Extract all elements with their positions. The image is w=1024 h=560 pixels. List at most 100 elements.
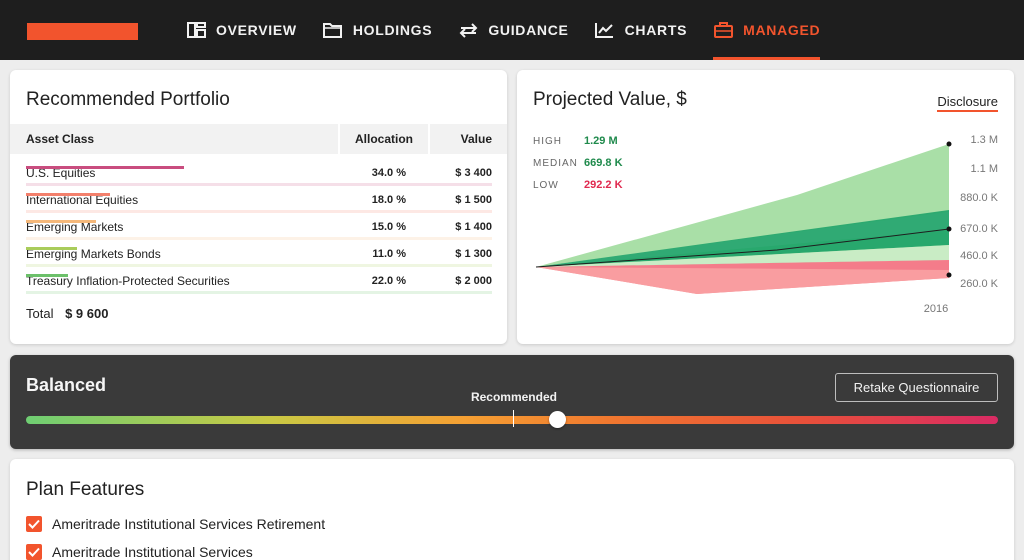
- projection-band-median: [536, 210, 949, 267]
- table-row: Treasury Inflation-Protected Securities 2…: [26, 274, 492, 301]
- low-end-point: [946, 272, 952, 278]
- legend-entry: MEDIAN 669.8 K: [533, 152, 623, 174]
- allocation-value: 18.0 %: [371, 194, 406, 206]
- y-axis-ticks: 1.3 M 1.1 M 880.0 K 670.0 K 460.0 K 260.0 K: [960, 134, 999, 290]
- arrows-icon: [458, 20, 478, 40]
- recommended-marker: [512, 410, 514, 427]
- legend-value: 669.8 K: [584, 157, 623, 169]
- nav-label: CHARTS: [624, 22, 688, 38]
- allocation-track: [26, 291, 492, 294]
- median-end-point: [946, 226, 952, 232]
- projection-band-lower: [536, 245, 949, 267]
- allocation-bar: [26, 274, 68, 277]
- brand-logo[interactable]: [27, 23, 138, 40]
- feature-label: Ameritrade Institutional Services: [52, 544, 253, 560]
- nav-label: HOLDINGS: [352, 22, 433, 38]
- dollar-value: $ 1 300: [455, 248, 492, 260]
- projection-band-lowest: [536, 267, 949, 294]
- portfolio-total: Total $ 9 600: [26, 306, 108, 321]
- dollar-value: $ 3 400: [455, 167, 492, 179]
- median-line: [535, 228, 950, 268]
- risk-slider-track[interactable]: [26, 416, 998, 424]
- line-chart-icon: [595, 20, 615, 40]
- nav-tab-charts[interactable]: CHARTS: [595, 0, 688, 60]
- main-nav: OVERVIEW HOLDINGS GUIDANCE CHARTS MANAGE…: [186, 0, 846, 60]
- column-header-value: Value: [430, 124, 507, 154]
- y-tick-label: 260.0 K: [960, 278, 999, 290]
- allocation-value: 11.0 %: [372, 248, 406, 260]
- projection-chart: 1.3 M 1.1 M 880.0 K 670.0 K 460.0 K 260.0 K 2…: [535, 134, 999, 315]
- nav-tab-holdings[interactable]: HOLDINGS: [323, 0, 433, 60]
- allocation-value: 22.0 %: [371, 275, 406, 287]
- legend-label: LOW: [533, 179, 559, 191]
- risk-profile-title: Balanced: [26, 375, 107, 395]
- feature-checkbox[interactable]: [26, 516, 42, 532]
- projection-legend: HIGH 1.29 M MEDIAN 669.8 K LOW 292.2 K: [533, 130, 623, 196]
- briefcase-icon: [713, 20, 733, 40]
- legend-entry: HIGH 1.29 M: [533, 130, 623, 152]
- portfolio-rows: U.S. Equities 34.0 % $ 3 400 International …: [26, 166, 492, 301]
- portfolio-table-header: Asset Class Allocation Value: [10, 124, 507, 154]
- y-tick-label: 1.3 M: [970, 134, 998, 146]
- recommended-label: Recommended: [470, 390, 557, 404]
- top-navigation-bar: OVERVIEW HOLDINGS GUIDANCE CHARTS MANAGE…: [0, 0, 1024, 60]
- feature-item[interactable]: Ameritrade Institutional Services: [26, 544, 253, 560]
- nav-label: GUIDANCE: [488, 22, 569, 38]
- allocation-track: [26, 237, 492, 240]
- table-row: International Equities 18.0 % $ 1 500: [26, 193, 492, 220]
- x-tick-label: 2016: [924, 303, 948, 315]
- allocation-bar: [26, 220, 96, 223]
- legend-entry: LOW 292.2 K: [533, 174, 623, 196]
- checkmark-icon: [28, 519, 40, 529]
- feature-label: Ameritrade Institutional Services Retire…: [52, 516, 326, 532]
- table-row: U.S. Equities 34.0 % $ 3 400: [26, 166, 492, 193]
- nav-tab-guidance[interactable]: GUIDANCE: [458, 0, 568, 60]
- nav-label: MANAGED: [743, 22, 821, 38]
- allocation-value: 34.0 %: [371, 167, 406, 179]
- risk-slider-thumb[interactable]: [548, 411, 566, 428]
- legend-value: 292.2 K: [584, 179, 623, 191]
- legend-label: MEDIAN: [533, 157, 578, 169]
- y-tick-label: 880.0 K: [960, 192, 999, 204]
- checkmark-icon: [28, 547, 40, 557]
- allocation-value: 15.0 %: [371, 221, 406, 233]
- plan-features-card: Plan Features Ameritrade Institutional S…: [10, 459, 1014, 560]
- feature-checkbox[interactable]: [26, 544, 42, 560]
- nav-label: OVERVIEW: [216, 22, 297, 38]
- nav-tab-overview[interactable]: OVERVIEW: [186, 0, 297, 60]
- portfolio-title: Recommended Portfolio: [26, 89, 230, 110]
- overview-icon: [186, 20, 206, 40]
- allocation-track: [26, 183, 492, 186]
- retake-questionnaire-button[interactable]: Retake Questionnaire: [835, 373, 998, 402]
- allocation-track: [26, 264, 492, 267]
- y-tick-label: 1.1 M: [970, 163, 998, 175]
- disclosure-link[interactable]: Disclosure: [937, 94, 998, 112]
- asset-class-name: Treasury Inflation-Protected Securities: [26, 274, 230, 288]
- total-label: Total: [26, 306, 54, 321]
- high-end-point: [946, 141, 952, 147]
- projected-value-card: Projected Value, $ Disclosure 1.3 M 1.1 M…: [517, 70, 1014, 344]
- allocation-bar: [26, 247, 77, 250]
- asset-class-name: Emerging Markets: [26, 220, 124, 234]
- allocation-bar: [26, 193, 110, 196]
- y-tick-label: 460.0 K: [960, 250, 999, 262]
- asset-class-name: International Equities: [26, 193, 139, 207]
- y-tick-label: 670.0 K: [960, 223, 999, 235]
- feature-item[interactable]: Ameritrade Institutional Services Retire…: [26, 516, 325, 532]
- dollar-value: $ 1 500: [455, 194, 492, 206]
- folder-icon: [323, 20, 343, 40]
- plan-features-title: Plan Features: [26, 479, 145, 500]
- table-row: Emerging Markets Bonds 11.0 % $ 1 300: [26, 247, 492, 274]
- table-row: Emerging Markets 15.0 % $ 1 400: [26, 220, 492, 247]
- column-header-asset-class: Asset Class: [10, 124, 338, 154]
- allocation-track: [26, 210, 492, 213]
- legend-value: 1.29 M: [584, 135, 618, 147]
- asset-class-name: U.S. Equities: [26, 166, 96, 180]
- recommended-portfolio-card: Recommended Portfolio Asset Class Alloca…: [10, 70, 507, 344]
- column-header-allocation: Allocation: [340, 124, 428, 154]
- total-value: $ 9 600: [65, 306, 109, 321]
- projected-title: Projected Value, $: [533, 89, 687, 110]
- dollar-value: $ 1 400: [455, 221, 492, 233]
- nav-tab-managed[interactable]: MANAGED: [713, 0, 821, 60]
- risk-profile-panel: Balanced Retake Questionnaire Recommende…: [10, 355, 1014, 449]
